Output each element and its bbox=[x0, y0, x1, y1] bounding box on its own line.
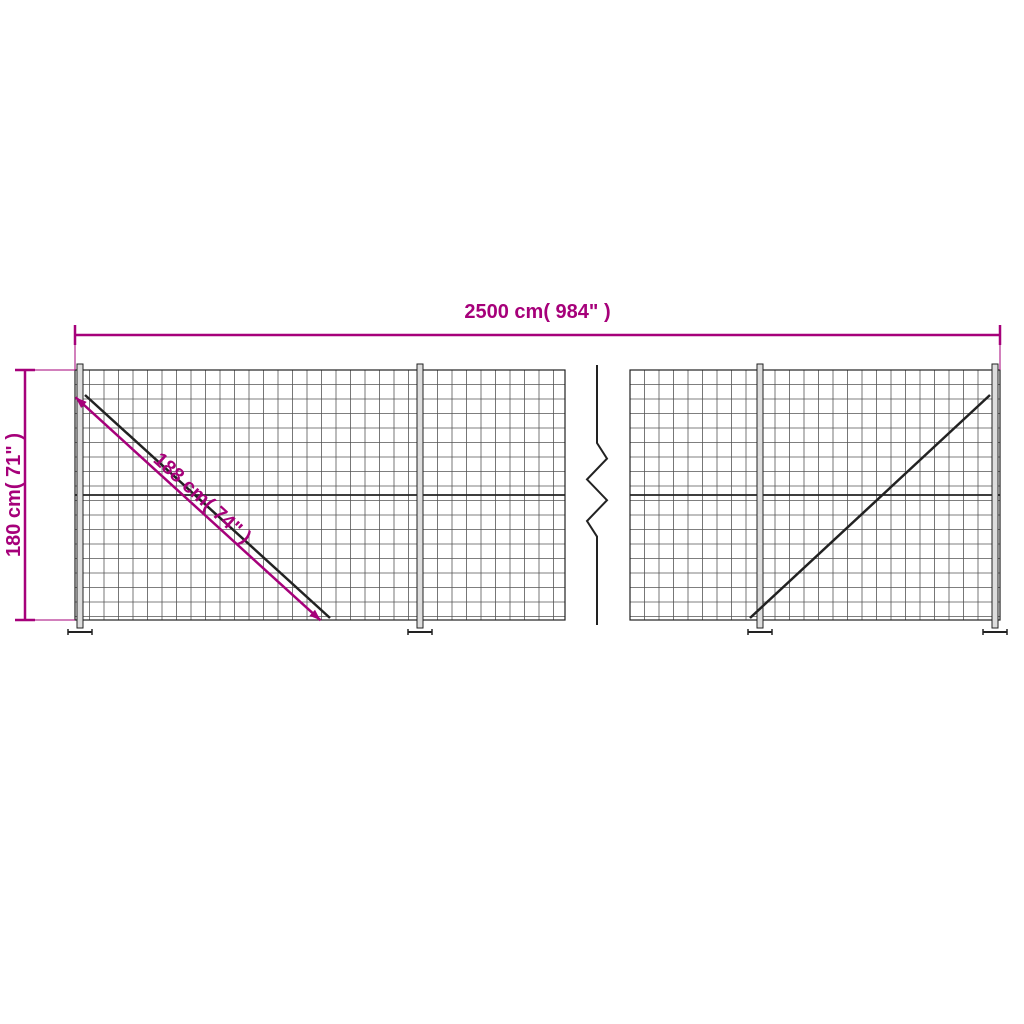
dimension-height-label: 180 cm( 71" ) bbox=[3, 433, 25, 557]
mesh-grid bbox=[75, 370, 565, 620]
fence-post bbox=[748, 364, 772, 635]
fence-post bbox=[408, 364, 432, 635]
diagonal-brace bbox=[750, 395, 990, 618]
fence-post bbox=[983, 364, 1007, 635]
mesh-grid bbox=[630, 370, 1000, 620]
break-line bbox=[587, 365, 607, 625]
dimension-width-label: 2500 cm( 984" ) bbox=[464, 301, 610, 323]
dimension-diagonal-label: 188 cm( 74" ) bbox=[149, 449, 256, 549]
